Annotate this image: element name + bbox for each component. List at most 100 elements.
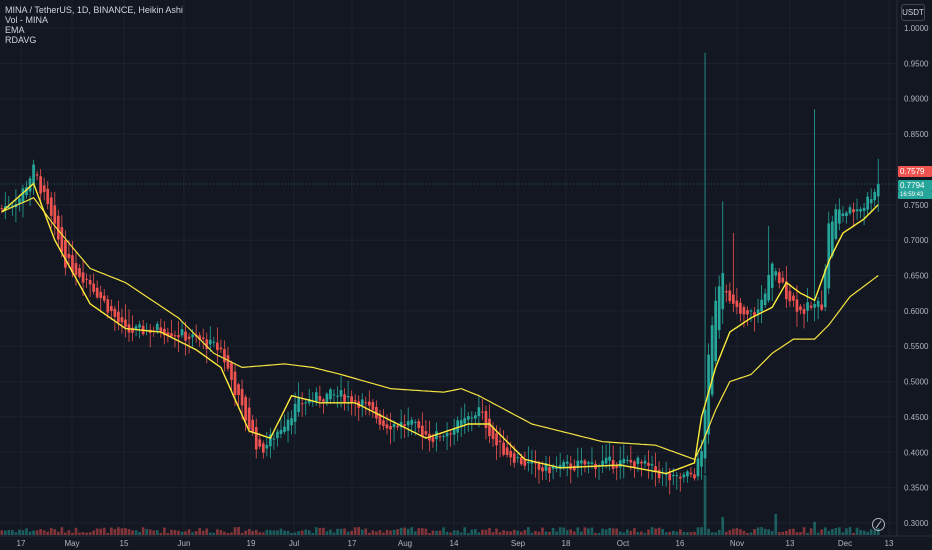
candle-body (247, 407, 251, 430)
volume-bar (201, 530, 205, 535)
rdavg-indicator-label[interactable]: RDAVG (5, 35, 37, 45)
candle-body (799, 306, 802, 310)
candle-body (456, 420, 460, 433)
candle-body (452, 428, 456, 435)
candle-body (99, 291, 103, 299)
candle-body (760, 299, 763, 312)
candle-body (590, 462, 594, 464)
candle-body (781, 277, 785, 283)
candle-body (664, 474, 668, 476)
candle-body (792, 295, 795, 301)
candle-body (820, 304, 824, 310)
candle-body (237, 384, 240, 396)
time-tick-label: 13 (885, 539, 894, 548)
time-tick-label: 13 (786, 539, 795, 548)
time-tick-label: Oct (617, 539, 630, 548)
candle-body (0, 208, 4, 210)
volume-bar (233, 527, 237, 535)
volume-bar (194, 530, 198, 535)
time-tick-label: Jun (178, 539, 191, 548)
candle-body (124, 319, 127, 327)
candle-body (92, 283, 95, 292)
price-tick-label: 0.5000 (904, 378, 929, 387)
candle-body (488, 418, 491, 437)
price-axis[interactable]: 1.00000.95000.90000.85000.80000.75000.70… (904, 24, 929, 528)
candle-body (64, 240, 67, 268)
volume-bar (629, 530, 633, 535)
volume-bar (862, 530, 866, 535)
time-tick-label: 18 (562, 539, 571, 548)
volume-bar (827, 530, 831, 535)
candle-body (180, 329, 184, 336)
volume-bar (113, 529, 117, 535)
volume-bar (424, 528, 428, 535)
volume-indicator-label[interactable]: Vol - MINA (5, 15, 49, 25)
candle-body (53, 205, 57, 224)
volume-bar (664, 532, 668, 535)
candle-body (438, 436, 442, 438)
candle-body (484, 411, 488, 429)
candle-body (138, 324, 141, 328)
volume-bar (138, 531, 141, 535)
volume-bar (385, 529, 389, 535)
volume-bar (622, 532, 626, 535)
volume-bar (753, 529, 756, 535)
candle-body (42, 185, 46, 192)
volume-bar (276, 530, 279, 535)
price-tick-label: 0.4500 (904, 413, 929, 422)
candle-body (159, 327, 163, 332)
volume-bar (318, 527, 322, 535)
volume-bar (438, 530, 442, 535)
candle-body (219, 347, 223, 350)
volume-bar (265, 529, 269, 535)
candle-body (170, 333, 173, 337)
candle-body (293, 403, 297, 422)
volume-bar (170, 529, 173, 535)
volume-bar (7, 530, 11, 535)
time-axis[interactable]: 17 May 15 Jun 19 Jul 17 Aug 14 Sep 18 Oct 16 Nov 13 Dec… (17, 539, 894, 548)
volume-bar (527, 527, 530, 535)
candle-body (876, 184, 880, 197)
candle-body (11, 205, 14, 207)
symbol-title[interactable]: MINA / TetherUS, 1D, BINANCE, Heikin Ash… (5, 5, 183, 15)
candle-body (131, 327, 134, 333)
volume-bar (565, 530, 569, 535)
volume-bar (378, 530, 382, 535)
volume-bar (781, 531, 785, 535)
candle-body (371, 402, 375, 410)
chart-legend: MINA / TetherUS, 1D, BINANCE, Heikin Ash… (5, 5, 183, 45)
candle-body (813, 304, 816, 308)
currency-selector[interactable]: USDT (901, 4, 925, 21)
time-tick-label: 19 (247, 539, 256, 548)
ema-indicator-label[interactable]: EMA (5, 25, 25, 35)
volume-bar (431, 530, 435, 535)
candle-body (753, 312, 756, 317)
time-tick-label: 17 (348, 539, 357, 548)
candle-body (636, 457, 640, 464)
candle-body (806, 302, 809, 311)
candle-body (678, 476, 682, 479)
volume-bar (198, 528, 202, 535)
candle-body (633, 461, 636, 469)
volume-bar (636, 532, 640, 535)
candle-body (502, 442, 505, 455)
candle-body (481, 411, 484, 413)
volume-bar (739, 529, 742, 535)
volume-bar (686, 532, 689, 535)
time-tick-label: Nov (730, 539, 744, 548)
volume-bar (544, 531, 548, 535)
volume-bar (410, 527, 414, 535)
volume-bar (509, 531, 513, 535)
chart-settings-icon[interactable] (872, 518, 885, 531)
candle-body (403, 424, 407, 426)
candle-body (173, 335, 177, 337)
volume-bar (555, 531, 558, 535)
volume-bar (290, 532, 293, 535)
candle-body (671, 475, 675, 477)
volume-bar (74, 527, 78, 535)
volume-bar (466, 532, 470, 535)
volume-bar (159, 532, 163, 535)
candle-body (742, 307, 746, 315)
volume-bar (230, 532, 233, 535)
